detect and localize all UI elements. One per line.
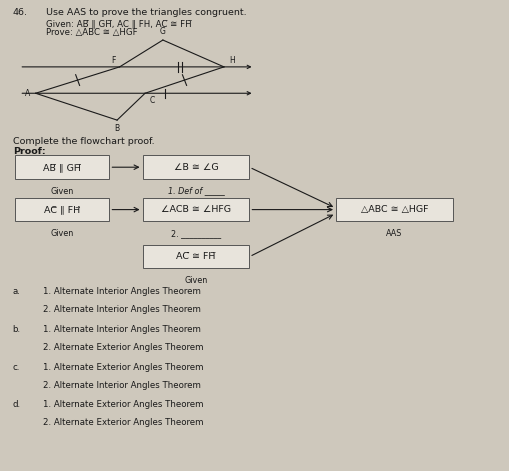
FancyBboxPatch shape xyxy=(336,198,453,221)
Text: Given: Given xyxy=(51,229,74,238)
Text: Complete the flowchart proof.: Complete the flowchart proof. xyxy=(13,137,154,146)
Text: A: A xyxy=(25,89,31,98)
Text: △ABC ≅ △HGF: △ABC ≅ △HGF xyxy=(361,205,428,214)
Text: b.: b. xyxy=(13,325,21,334)
Text: Given: AB̅ ∥ GH̅, AC ∥ FH, AC̅ ≅ FH̅: Given: AB̅ ∥ GH̅, AC ∥ FH, AC̅ ≅ FH̅ xyxy=(46,19,191,28)
Text: 2. Alternate Interior Angles Theorem: 2. Alternate Interior Angles Theorem xyxy=(43,305,201,314)
Text: 1. Def of _____: 1. Def of _____ xyxy=(167,187,224,195)
Text: d.: d. xyxy=(13,400,21,409)
Text: AC̅ ≅ FH̅: AC̅ ≅ FH̅ xyxy=(176,252,216,261)
Text: G: G xyxy=(160,27,166,36)
Text: Proof:: Proof: xyxy=(13,147,45,156)
Text: AB̅ ∥ GH̅: AB̅ ∥ GH̅ xyxy=(43,162,81,172)
Text: 1. Alternate Exterior Angles Theorem: 1. Alternate Exterior Angles Theorem xyxy=(43,400,204,409)
FancyBboxPatch shape xyxy=(15,198,109,221)
Text: AAS: AAS xyxy=(386,229,403,238)
Text: F: F xyxy=(111,56,116,65)
Text: B: B xyxy=(115,124,120,133)
FancyBboxPatch shape xyxy=(143,198,249,221)
Text: Use AAS to prove the triangles congruent.: Use AAS to prove the triangles congruent… xyxy=(46,8,246,17)
Text: ∠ACB ≅ ∠HFG: ∠ACB ≅ ∠HFG xyxy=(161,205,231,214)
FancyBboxPatch shape xyxy=(15,155,109,179)
Text: AC⃑ ∥ FH⃑: AC⃑ ∥ FH⃑ xyxy=(44,205,80,214)
Text: 2. Alternate Exterior Angles Theorem: 2. Alternate Exterior Angles Theorem xyxy=(43,418,204,427)
Text: 1. Alternate Interior Angles Theorem: 1. Alternate Interior Angles Theorem xyxy=(43,325,201,334)
Text: a.: a. xyxy=(13,287,20,296)
FancyBboxPatch shape xyxy=(143,155,249,179)
Text: H: H xyxy=(229,57,235,65)
Text: C: C xyxy=(149,96,154,105)
Text: Given: Given xyxy=(184,276,208,285)
FancyBboxPatch shape xyxy=(143,245,249,268)
Text: 46.: 46. xyxy=(13,8,27,17)
Text: 1. Alternate Interior Angles Theorem: 1. Alternate Interior Angles Theorem xyxy=(43,287,201,296)
Text: 1. Alternate Exterior Angles Theorem: 1. Alternate Exterior Angles Theorem xyxy=(43,363,204,372)
Text: 2. __________: 2. __________ xyxy=(171,229,221,238)
Text: c.: c. xyxy=(13,363,20,372)
Text: 2. Alternate Interior Angles Theorem: 2. Alternate Interior Angles Theorem xyxy=(43,381,201,390)
Text: Prove: △ABC ≅ △HGF: Prove: △ABC ≅ △HGF xyxy=(46,28,137,37)
Text: ∠B ≅ ∠G: ∠B ≅ ∠G xyxy=(174,162,218,172)
Text: Given: Given xyxy=(51,187,74,195)
Text: 2. Alternate Exterior Angles Theorem: 2. Alternate Exterior Angles Theorem xyxy=(43,343,204,352)
